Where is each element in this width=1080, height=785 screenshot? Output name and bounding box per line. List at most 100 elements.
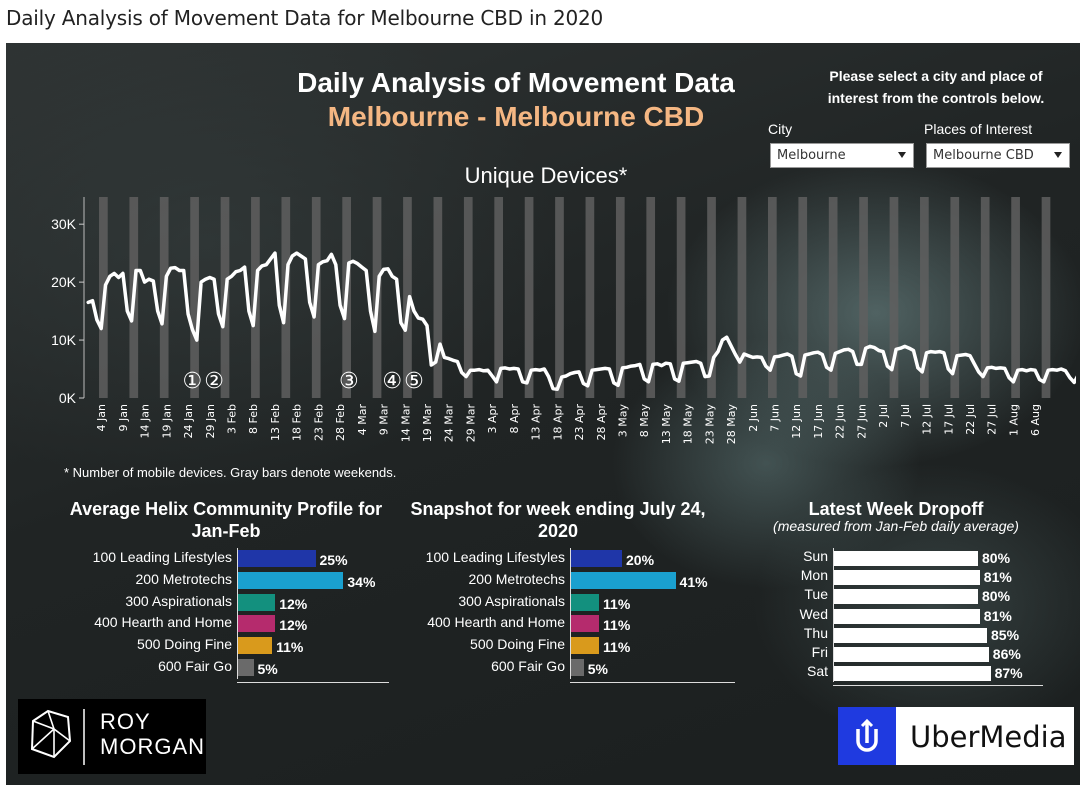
x-tick-label: 27 Jul (986, 404, 999, 435)
places-label: Places of Interest (924, 121, 1033, 137)
x-tick-label: 8 May (638, 404, 651, 438)
bar-category-label: Fri (811, 644, 828, 660)
x-tick-label: 22 Jul (964, 404, 977, 435)
bar-value-label: 41% (679, 573, 708, 590)
x-tick-label: 19 Jan (160, 404, 173, 438)
weekend-bar (889, 197, 899, 398)
chart-title: Unique Devices* (464, 163, 628, 188)
weekend-bar (1041, 197, 1051, 398)
x-tick-label: 8 Apr (508, 404, 521, 434)
x-tick-label: 13 Feb (269, 404, 282, 441)
ubermedia-mark-icon (838, 707, 896, 765)
bar (238, 615, 276, 633)
x-tick-label: 14 Jan (139, 404, 152, 438)
bar-category-label: 100 Leading Lifestyles (92, 549, 232, 565)
bar-category-label: 600 Fair Go (491, 658, 565, 674)
bar (238, 593, 276, 611)
city-label: City (768, 121, 793, 137)
bar-category-label: Wed (799, 605, 828, 622)
helix-snapshot-chart: 100 Leading Lifestyles 20% 200 Metrotechs 4… (336, 548, 756, 688)
weekend-bar (524, 197, 534, 398)
helix-janfeb-chart: 100 Leading Lifestyles 25% 200 Metrotechs 3… (6, 548, 406, 688)
bar-value-label: 5% (587, 661, 608, 677)
x-tick-label: 22 Jun (834, 404, 847, 439)
bar-category-label: 200 Metrotechs (468, 570, 566, 587)
page-heading: Daily Analysis of Movement Data for Melb… (6, 6, 604, 30)
bar-category-label: 500 Doing Fine (137, 636, 232, 653)
series-line (86, 251, 1076, 392)
bar-value-label: 11% (603, 639, 631, 656)
y-tick-label: 0K (59, 390, 77, 406)
bar (571, 571, 676, 589)
bar-value-label: 11% (603, 595, 631, 612)
bar-category-label: 200 Metrotechs (135, 570, 233, 587)
bar-category-label: 300 Aspirationals (125, 592, 232, 609)
bar-value-label: 86% (992, 646, 1021, 662)
x-tick-label: 27 Jun (855, 404, 868, 439)
ubermedia-logo: UberMedia (838, 707, 1074, 765)
x-tick-label: 9 Jan (117, 404, 130, 431)
x-tick-label: 2 Jul (877, 404, 890, 428)
x-tick-label: 17 Jun (812, 404, 825, 439)
roy-morgan-line2: MORGAN (100, 734, 205, 759)
bar-baseline (833, 685, 1043, 687)
bar-value-label: 5% (257, 661, 278, 677)
helix-janfeb-title: Average Helix Community Profile for Jan-… (69, 499, 383, 541)
bar (834, 589, 978, 605)
bar-category-label: Thu (803, 624, 828, 641)
bar-baseline (570, 681, 735, 683)
x-tick-label: 7 Jul (899, 404, 912, 428)
weekend-bar (433, 197, 443, 398)
bar (834, 570, 980, 586)
x-tick-label: 28 Apr (595, 404, 608, 441)
select-instructions: Please select a city and place of intere… (796, 65, 1076, 109)
x-tick-label: 4 Jan (95, 404, 108, 431)
bar (571, 615, 600, 633)
bar-value-label: 12% (279, 617, 308, 634)
places-select[interactable]: Melbourne CBD (926, 143, 1070, 168)
x-tick-label: 3 Feb (226, 404, 239, 434)
event-marker: ⑤ (404, 369, 424, 394)
x-tick-label: 6 Aug (1029, 404, 1042, 436)
bar (571, 659, 584, 676)
x-tick-label: 23 Apr (573, 404, 586, 441)
places-select-value: Melbourne CBD (933, 148, 1034, 163)
x-tick-label: 3 Apr (486, 404, 499, 434)
x-tick-label: 23 Feb (312, 404, 325, 441)
x-tick-label: 2 Jun (747, 404, 760, 432)
city-select[interactable]: Melbourne (770, 143, 914, 168)
bar (571, 637, 600, 655)
select-instructions-line2: interest from the controls below. (827, 90, 1045, 106)
dashboard: Daily Analysis of Movement Data Melbourn… (6, 43, 1080, 785)
weekend-bar (676, 197, 686, 398)
x-tick-label: 18 Feb (291, 404, 304, 441)
bar-value-label: 25% (319, 552, 348, 568)
y-tick-label: 20K (51, 274, 77, 290)
event-marker: ④ (382, 369, 402, 394)
bar (571, 593, 600, 611)
weekend-bar (494, 197, 504, 398)
bar-value-label: 11% (603, 617, 631, 634)
x-tick-label: 24 Jan (182, 404, 195, 438)
weekend-bar (1011, 197, 1020, 398)
bar (238, 550, 316, 567)
bar-category-label: Mon (800, 567, 828, 584)
select-instructions-line1: Please select a city and place of (829, 68, 1043, 84)
weekend-bar (403, 197, 412, 398)
dropoff-subtitle: (measured from Jan-Feb daily average) (773, 518, 1019, 534)
dropoff-title: Latest Week Dropoff (808, 499, 984, 519)
dashboard-subtitle: Melbourne - Melbourne CBD (327, 101, 705, 132)
dashboard-title: Daily Analysis of Movement Data (297, 67, 735, 98)
bar (834, 608, 980, 624)
bar-axis-line (570, 548, 571, 679)
bar-category-label: Sat (806, 663, 828, 680)
bar-value-label: 80% (982, 588, 1011, 605)
x-tick-label: 4 Mar (356, 404, 369, 436)
bar-value-label: 80% (982, 550, 1011, 566)
bar-category-label: 500 Doing Fine (470, 636, 565, 653)
x-tick-label: 19 Mar (421, 404, 434, 443)
chart-footnote: * Number of mobile devices. Gray bars de… (64, 465, 397, 480)
bar-value-label: 81% (983, 569, 1012, 586)
bar-category-label: 300 Aspirationals (458, 592, 565, 609)
dropoff-chart: Sun 80% Mon 81% Tue 80% Wed 81% Thu 85% Fri 86% Sat 8… (766, 548, 1066, 687)
